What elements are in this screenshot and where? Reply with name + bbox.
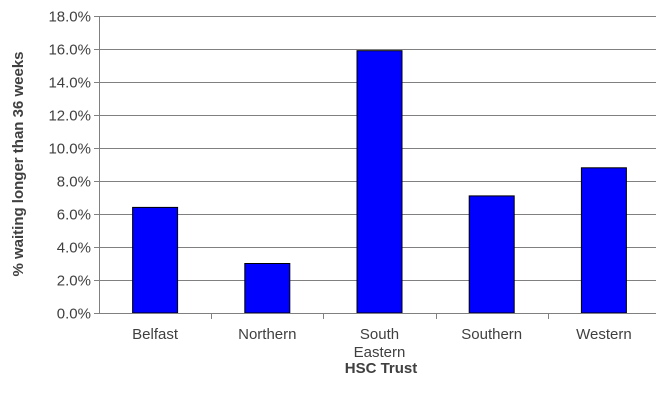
x-category-label: Northern	[238, 326, 296, 343]
bar	[132, 206, 179, 314]
axes	[94, 16, 656, 319]
bar	[468, 195, 515, 314]
bar	[356, 50, 403, 314]
y-tick-label: 16.0%	[48, 42, 91, 59]
y-tick-label: 2.0%	[57, 273, 91, 290]
y-tick-label: 8.0%	[57, 174, 91, 191]
x-category-label: Southern	[461, 326, 522, 343]
y-tick-label: 18.0%	[48, 9, 91, 26]
x-category-labels: Belfast Northern South Eastern Southern Weste…	[132, 326, 632, 361]
y-tick-label: 14.0%	[48, 75, 91, 92]
y-tick-labels: 0.0% 2.0% 4.0% 6.0% 8.0% 10.0% 12.0% 14.0% 16.0%…	[48, 9, 91, 323]
y-tick-label: 10.0%	[48, 141, 91, 158]
x-category-label: Belfast	[132, 326, 179, 343]
x-category-label: South Eastern	[354, 326, 406, 361]
y-tick-label: 6.0%	[57, 207, 91, 224]
y-axis-title: % waiting longer than 36 weeks	[10, 51, 27, 276]
bars	[132, 50, 627, 314]
bar	[580, 167, 627, 314]
x-axis-title: HSC Trust	[345, 360, 418, 377]
y-tick-label: 12.0%	[48, 108, 91, 125]
x-category-label: Western	[576, 326, 632, 343]
bar	[244, 263, 291, 314]
y-tick-label: 0.0%	[57, 306, 91, 323]
y-tick-label: 4.0%	[57, 240, 91, 257]
